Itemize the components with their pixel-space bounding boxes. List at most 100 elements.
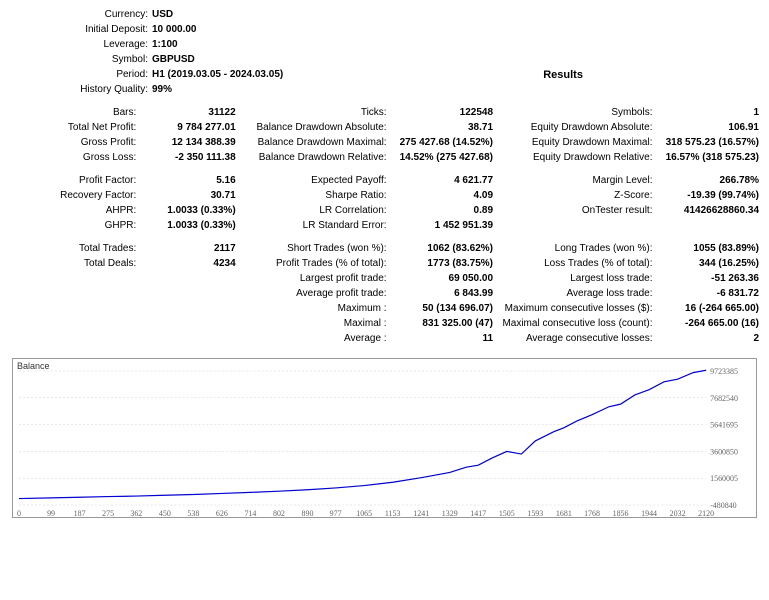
sr-label: Sharpe Ratio: (243, 188, 389, 203)
mcw-value: 50 (134 696.07) (389, 301, 495, 316)
results-title: Results (543, 68, 583, 82)
svg-text:7682540: 7682540 (710, 394, 738, 403)
gp-label: Gross Profit: (8, 135, 138, 150)
tt-value: 2117 (138, 241, 237, 256)
pt-value: 1773 (83.75%) (389, 256, 495, 271)
svg-text:538: 538 (187, 509, 199, 517)
apt-label: Average profit trade: (243, 286, 389, 301)
st-label: Short Trades (won %): (243, 241, 389, 256)
results-table: Bars:31122Ticks:122548Symbols:1 Total Ne… (8, 105, 761, 346)
deposit-value: 10 000.00 (152, 23, 197, 37)
ml-value: 266.78% (655, 173, 762, 188)
svg-text:890: 890 (301, 509, 313, 517)
lrse-label: LR Standard Error: (243, 218, 389, 233)
leverage-label: Leverage: (8, 38, 152, 52)
pf-label: Profit Factor: (8, 173, 138, 188)
apt-value: 6 843.99 (389, 286, 495, 301)
sr-value: 4.09 (389, 188, 495, 203)
ltr-label: Loss Trades (% of total): (500, 256, 654, 271)
bars-label: Bars: (8, 105, 138, 120)
svg-text:802: 802 (273, 509, 285, 517)
edm-value: 318 575.23 (16.57%) (655, 135, 762, 150)
gl-label: Gross Loss: (8, 150, 138, 165)
bda-value: 38.71 (389, 120, 495, 135)
svg-text:450: 450 (159, 509, 171, 517)
balance-chart-svg: 97233857682540564169536008501560005-4808… (13, 359, 756, 517)
svg-text:1593: 1593 (527, 509, 543, 517)
svg-text:1681: 1681 (556, 509, 572, 517)
svg-text:187: 187 (74, 509, 86, 517)
svg-text:1153: 1153 (385, 509, 401, 517)
pt-label: Profit Trades (% of total): (243, 256, 389, 271)
mxl-value: -264 665.00 (16) (655, 316, 762, 331)
rf-value: 30.71 (138, 188, 237, 203)
mcl-label: Maximum consecutive losses ($): (500, 301, 654, 316)
llt-value: -51 263.36 (655, 271, 762, 286)
svg-text:977: 977 (330, 509, 342, 517)
ot-label: OnTester result: (500, 203, 654, 218)
svg-text:5641695: 5641695 (710, 421, 738, 430)
svg-text:1065: 1065 (356, 509, 372, 517)
acl-value: 2 (655, 331, 762, 346)
pf-value: 5.16 (138, 173, 237, 188)
svg-text:1944: 1944 (641, 509, 657, 517)
bdr-label: Balance Drawdown Relative: (243, 150, 389, 165)
zs-value: -19.39 (99.74%) (655, 188, 762, 203)
llt-label: Largest loss trade: (500, 271, 654, 286)
svg-text:1856: 1856 (613, 509, 629, 517)
svg-text:2032: 2032 (670, 509, 686, 517)
lt-label: Long Trades (won %): (500, 241, 654, 256)
symbol-value: GBPUSD (152, 53, 195, 67)
td-label: Total Deals: (8, 256, 138, 271)
svg-text:1768: 1768 (584, 509, 600, 517)
ahpr-value: 1.0033 (0.33%) (138, 203, 237, 218)
svg-text:99: 99 (47, 509, 55, 517)
bdr-value: 14.52% (275 427.68) (389, 150, 495, 165)
balance-chart: Balance 97233857682540564169536008501560… (12, 358, 757, 518)
ticks-value: 122548 (389, 105, 495, 120)
svg-text:626: 626 (216, 509, 228, 517)
zs-label: Z-Score: (500, 188, 654, 203)
mxw-value: 831 325.00 (47) (389, 316, 495, 331)
ghpr-label: GHPR: (8, 218, 138, 233)
leverage-value: 1:100 (152, 38, 178, 52)
mxl-label: Maximal consecutive loss (count): (500, 316, 654, 331)
ghpr-value: 1.0033 (0.33%) (138, 218, 237, 233)
ticks-label: Ticks: (243, 105, 389, 120)
svg-text:1505: 1505 (499, 509, 515, 517)
currency-value: USD (152, 8, 173, 22)
quality-label: History Quality: (8, 83, 152, 97)
edm-label: Equity Drawdown Maximal: (500, 135, 654, 150)
svg-text:3600850: 3600850 (710, 447, 738, 456)
gl-value: -2 350 111.38 (138, 150, 237, 165)
svg-text:0: 0 (17, 509, 21, 517)
ep-label: Expected Payoff: (243, 173, 389, 188)
ml-label: Margin Level: (500, 173, 654, 188)
lrc-value: 0.89 (389, 203, 495, 218)
mxw-label: Maximal : (243, 316, 389, 331)
td-value: 4234 (138, 256, 237, 271)
bars-value: 31122 (138, 105, 237, 120)
symbols-label: Symbols: (500, 105, 654, 120)
bdm-value: 275 427.68 (14.52%) (389, 135, 495, 150)
ahpr-label: AHPR: (8, 203, 138, 218)
symbols-value: 1 (655, 105, 762, 120)
svg-text:362: 362 (130, 509, 142, 517)
acw-value: 11 (389, 331, 495, 346)
tnp-value: 9 784 277.01 (138, 120, 237, 135)
lrc-label: LR Correlation: (243, 203, 389, 218)
ot-value: 41426628860.34 (655, 203, 762, 218)
lpt-value: 69 050.00 (389, 271, 495, 286)
ep-value: 4 621.77 (389, 173, 495, 188)
svg-text:9723385: 9723385 (710, 367, 738, 376)
edr-value: 16.57% (318 575.23) (655, 150, 762, 165)
svg-text:1241: 1241 (413, 509, 429, 517)
svg-text:-480840: -480840 (710, 501, 737, 510)
lt-value: 1055 (83.89%) (655, 241, 762, 256)
lpt-label: Largest profit trade: (243, 271, 389, 286)
deposit-label: Initial Deposit: (8, 23, 152, 37)
svg-text:2120: 2120 (698, 509, 714, 517)
gp-value: 12 134 388.39 (138, 135, 237, 150)
period-label: Period: (8, 68, 152, 82)
currency-label: Currency: (8, 8, 152, 22)
